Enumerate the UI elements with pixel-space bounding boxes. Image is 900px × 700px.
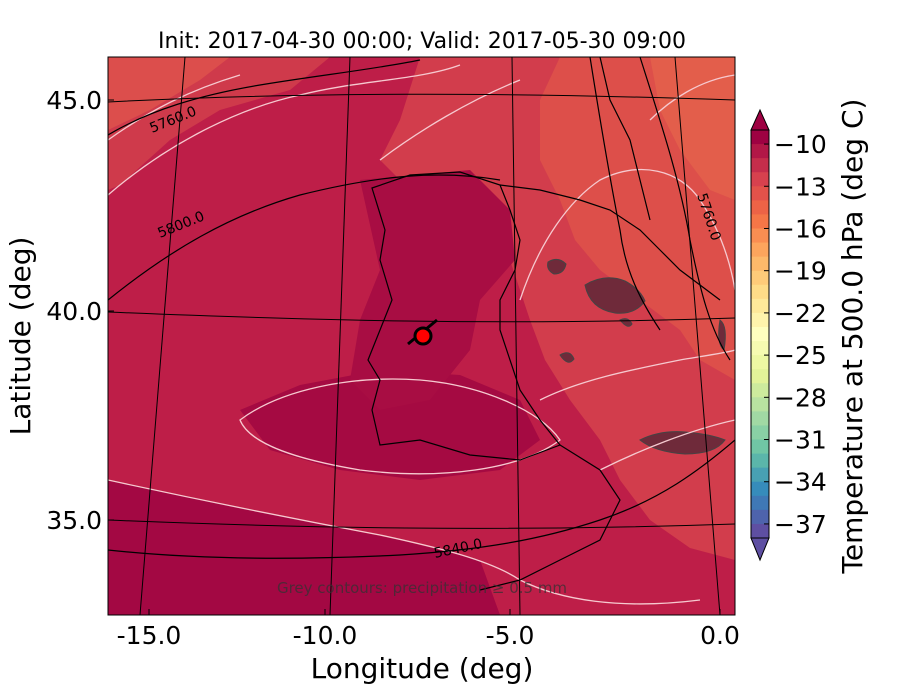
colorbar-cell xyxy=(751,186,769,201)
colorbar-cell xyxy=(751,256,769,272)
colorbar-cell xyxy=(751,298,769,314)
x-tick-label-neg10: -10.0 xyxy=(293,621,358,650)
temperature-isotherms xyxy=(108,64,735,605)
colorbar-tick-label: −19 xyxy=(774,257,827,286)
colorbar-cell xyxy=(751,453,769,469)
colorbar-cell xyxy=(751,312,769,328)
x-tick-label-neg15: -15.0 xyxy=(117,621,182,650)
colorbar-cell xyxy=(751,439,769,455)
colorbar-cell xyxy=(751,383,769,398)
cooler-region-east-3 xyxy=(650,57,735,200)
x-tick-label-0: 0.0 xyxy=(700,621,740,650)
y-axis: 45.0 40.0 35.0 Latitude (deg) xyxy=(4,86,114,535)
colorbar-cell xyxy=(751,467,769,483)
map-panel: 5760.0 5800.0 5840.0 5760.0 Grey contour… xyxy=(108,57,735,615)
colorbar-tick-label: −10 xyxy=(774,130,827,159)
colorbar-cell xyxy=(751,158,769,173)
colorbar-cell xyxy=(751,355,769,370)
colorbar-tick-label: −28 xyxy=(774,383,827,412)
y-tick-label-35: 35.0 xyxy=(46,506,102,535)
colorbar-cell xyxy=(751,425,769,441)
warm-core-southwest xyxy=(240,370,540,480)
colorbar-frame xyxy=(750,129,770,539)
colorbar-label: Temperature at 500.0 hPa (deg C) xyxy=(836,99,869,575)
map-frame xyxy=(107,56,736,616)
colorbar-cell xyxy=(751,172,769,187)
x-axis-label: Longitude (deg) xyxy=(311,652,534,685)
colorbar-cell xyxy=(751,130,769,145)
colorbar-cell xyxy=(751,397,769,412)
colorbar-cell xyxy=(751,144,769,159)
colorbar-cell xyxy=(751,341,769,356)
colorbar-cell xyxy=(751,523,769,539)
cooler-region-northwest-2 xyxy=(108,57,230,130)
colorbar-tick-label: −31 xyxy=(774,426,827,455)
colorbar-cell xyxy=(751,284,769,300)
x-tick-label-neg5: -5.0 xyxy=(486,621,535,650)
colorbar-cell xyxy=(751,411,769,426)
colorbar-ticks: −10 −13 −16 −19 −22 −25 −28 −31 −34 −37 xyxy=(764,130,827,539)
colorbar-cell xyxy=(751,228,769,244)
colorbar-cell xyxy=(751,270,769,286)
location-marker xyxy=(407,318,438,346)
colorbar-tick-label: −37 xyxy=(774,510,827,539)
colorbar-cell xyxy=(751,326,769,342)
colorbar-tick-label: −34 xyxy=(774,468,827,497)
colorbar-tick-label: −13 xyxy=(774,172,827,201)
colorbar-cells xyxy=(751,130,769,539)
colorbar-tick-label: −25 xyxy=(774,341,827,370)
colorbar-extend-bottom xyxy=(750,537,770,562)
colorbar-cell xyxy=(751,369,769,384)
colorbar-cell xyxy=(751,242,769,258)
graticule xyxy=(108,57,735,615)
coastline xyxy=(367,57,721,591)
y-tick-label-40: 40.0 xyxy=(46,297,102,326)
y-tick-label-45: 45.0 xyxy=(46,86,102,115)
colorbar-tick-label: −16 xyxy=(774,214,827,243)
precipitation-annotation: Grey contours: precipitation ≥ 0.5 mm xyxy=(277,579,567,597)
colorbar-tick-label: −22 xyxy=(774,299,827,328)
y-axis-label: Latitude (deg) xyxy=(4,237,37,436)
x-axis: -15.0 -10.0 -5.0 0.0 Longitude (deg) xyxy=(117,609,740,685)
warm-core-iberia xyxy=(350,170,515,410)
colorbar-cell xyxy=(751,509,769,525)
warm-core-south xyxy=(108,480,500,615)
colorbar-cell xyxy=(751,200,769,215)
colorbar-cell xyxy=(751,214,769,229)
colorbar-extend-top xyxy=(750,108,770,131)
colorbar-cell xyxy=(751,481,769,497)
map-title: Init: 2017-04-30 00:00; Valid: 2017-05-3… xyxy=(158,29,686,54)
colorbar: −10 −13 −16 −19 −22 −25 −28 −31 −34 −37 Temperatu… xyxy=(750,99,869,575)
colorbar-cell xyxy=(751,495,769,511)
